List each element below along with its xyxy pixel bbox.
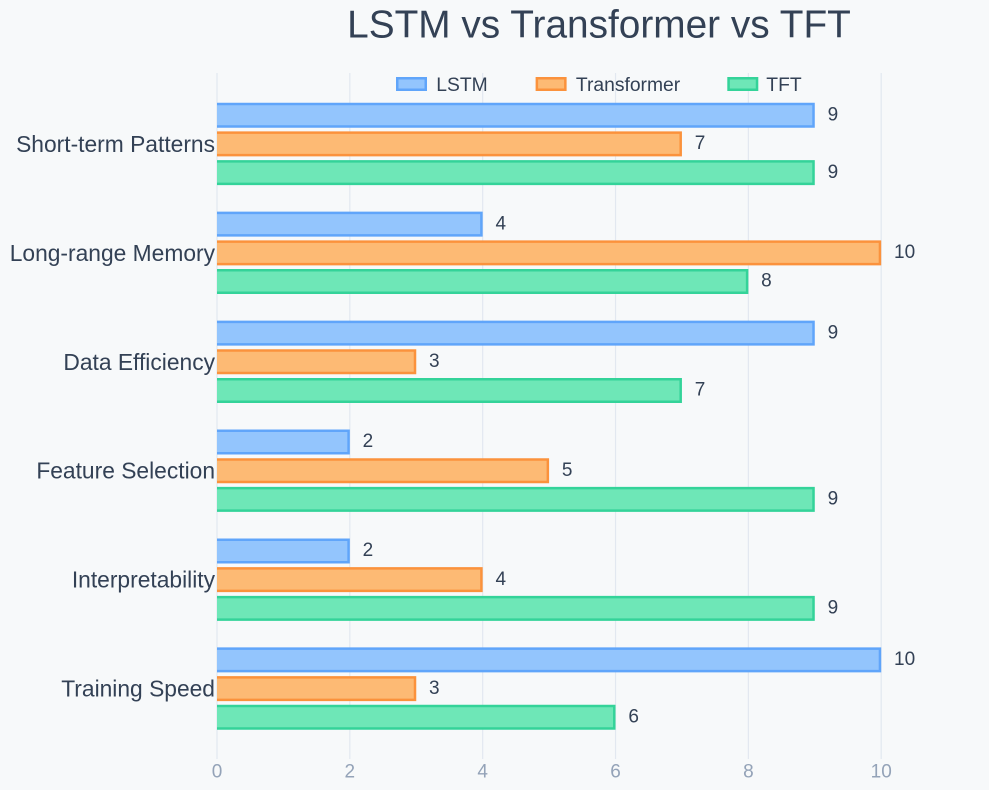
svg-text:2: 2 (363, 431, 374, 452)
svg-text:7: 7 (695, 380, 706, 401)
svg-text:8: 8 (761, 271, 772, 292)
svg-text:3: 3 (429, 678, 440, 699)
svg-text:4: 4 (477, 761, 488, 782)
svg-text:3: 3 (429, 351, 440, 372)
svg-text:7: 7 (695, 133, 706, 154)
svg-text:LSTM vs Transformer vs TFT: LSTM vs Transformer vs TFT (347, 4, 851, 47)
svg-text:6: 6 (628, 707, 639, 728)
svg-text:Interpretability: Interpretability (72, 567, 216, 593)
svg-text:4: 4 (495, 213, 506, 234)
svg-text:LSTM: LSTM (436, 75, 487, 96)
svg-text:10: 10 (871, 761, 892, 782)
svg-text:5: 5 (562, 460, 573, 481)
svg-text:Feature Selection: Feature Selection (36, 458, 215, 484)
svg-text:Short-term Patterns: Short-term Patterns (16, 131, 215, 157)
svg-text:Long-range Memory: Long-range Memory (10, 240, 216, 266)
svg-text:10: 10 (894, 649, 915, 670)
svg-text:9: 9 (828, 489, 839, 510)
svg-text:2: 2 (345, 761, 356, 782)
svg-text:9: 9 (828, 104, 839, 125)
svg-text:9: 9 (828, 162, 839, 183)
svg-text:Transformer: Transformer (576, 75, 681, 96)
svg-text:TFT: TFT (766, 75, 802, 96)
svg-text:0: 0 (212, 761, 223, 782)
svg-text:4: 4 (495, 569, 506, 590)
svg-text:Training Speed: Training Speed (61, 676, 215, 702)
svg-text:2: 2 (363, 540, 374, 561)
svg-text:8: 8 (743, 761, 754, 782)
svg-text:6: 6 (610, 761, 621, 782)
svg-text:10: 10 (894, 242, 915, 263)
svg-text:Data Efficiency: Data Efficiency (63, 349, 215, 375)
svg-text:9: 9 (828, 322, 839, 343)
svg-text:9: 9 (828, 598, 839, 619)
